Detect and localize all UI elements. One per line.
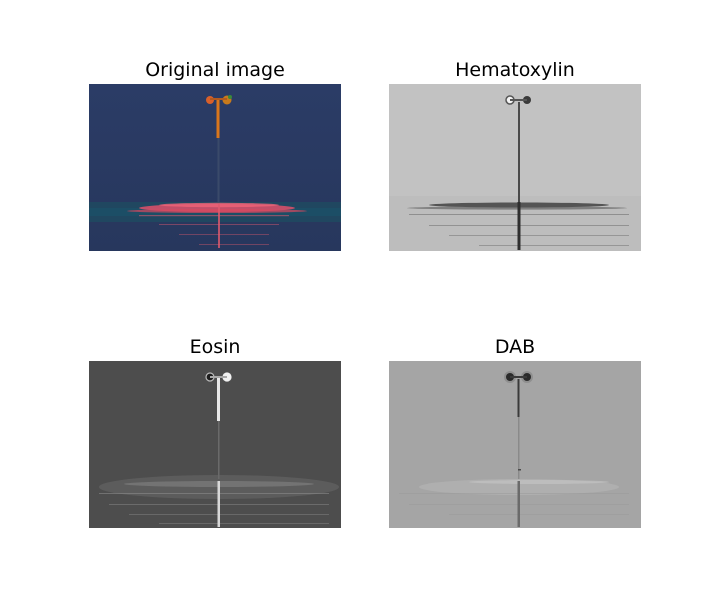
panel-title-dab: DAB bbox=[494, 336, 536, 358]
panel-title-hematoxylin: Hematoxylin bbox=[455, 59, 575, 81]
panel-title-eosin: Eosin bbox=[189, 336, 241, 358]
hematoxylin-image-panel bbox=[389, 84, 641, 251]
eosin-image-panel bbox=[89, 361, 341, 528]
panel-title-original: Original image bbox=[145, 59, 285, 81]
original-image-panel bbox=[89, 84, 341, 251]
dab-image-panel bbox=[389, 361, 641, 528]
